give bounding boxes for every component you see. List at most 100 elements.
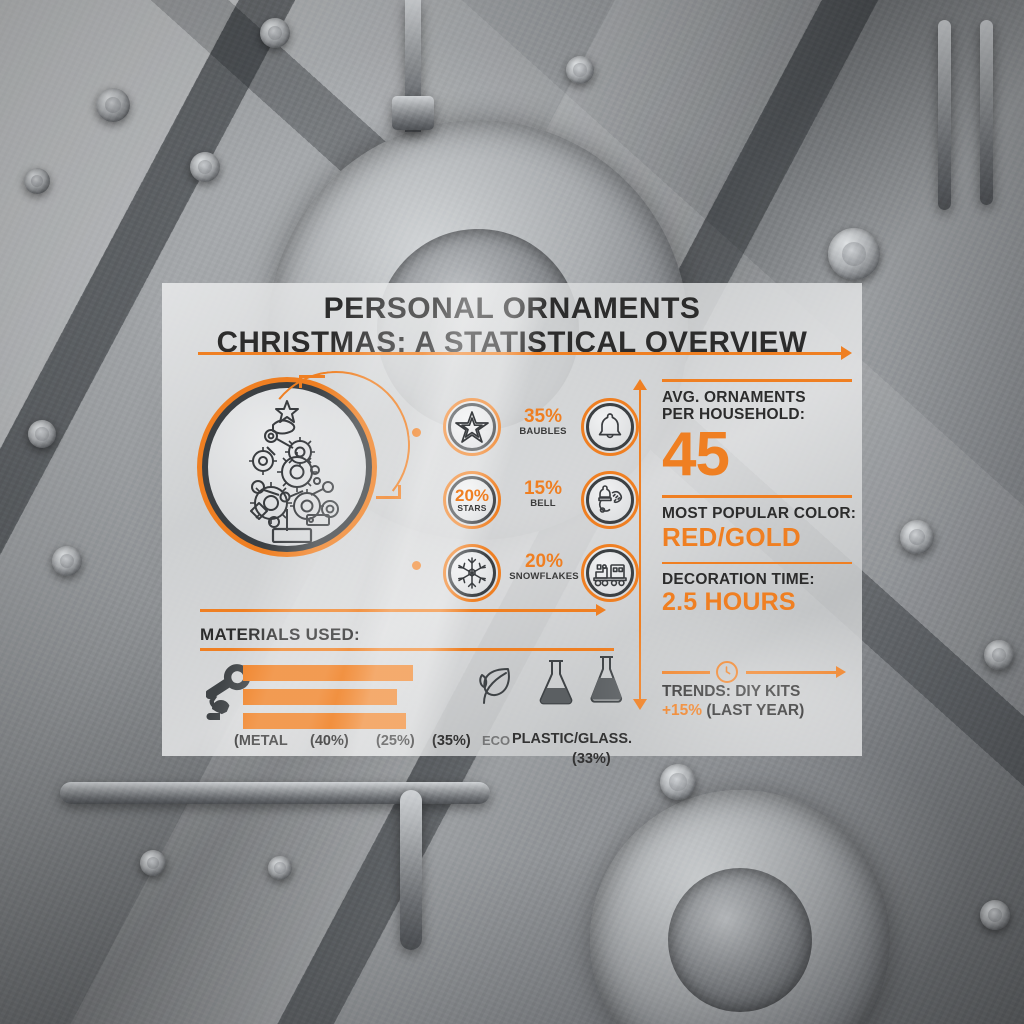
vertical-rod-right-2 xyxy=(980,20,993,205)
badge-stars-percent[interactable]: 20% STARS xyxy=(443,471,501,529)
materials-heading: MATERIALS USED: xyxy=(200,625,361,644)
arc-tick-top-icon xyxy=(299,375,302,388)
materials-top-arrow-rule xyxy=(200,609,598,612)
snowflakes-percent: 20% xyxy=(524,551,564,572)
popular-color-label: MOST POPULAR COLOR: xyxy=(662,504,857,522)
bullet-dot xyxy=(412,428,421,437)
divider-arrow-down-icon xyxy=(633,699,647,710)
badge-ring xyxy=(586,403,634,451)
avg-ornaments-value: 45 xyxy=(662,420,730,490)
gear-hub xyxy=(668,868,812,1012)
trends-percent: +15% xyxy=(662,701,703,719)
infographic-panel: PERSONAL ORNAMENTS CHRISTMAS: A STATISTI… xyxy=(162,283,862,767)
badge-ring xyxy=(448,549,496,597)
clock-icon xyxy=(716,661,738,683)
stat-divider xyxy=(662,561,852,565)
bolt xyxy=(140,850,166,876)
background-gear-right xyxy=(572,772,908,1024)
flask-icon xyxy=(590,656,623,703)
star-icon xyxy=(455,411,489,443)
snowflake-icon xyxy=(458,557,486,589)
stat-divider xyxy=(662,379,852,382)
bolt xyxy=(96,88,130,122)
shaft-collar xyxy=(392,96,434,130)
stat-divider xyxy=(662,495,852,498)
bar-metal xyxy=(243,665,413,681)
title-line-1: PERSONAL ORNAMENTS xyxy=(323,292,701,325)
leaf-icon xyxy=(479,668,510,704)
badge-ring xyxy=(586,549,634,597)
bolt xyxy=(24,168,50,194)
bolt xyxy=(566,56,594,84)
clock-arrow-head-icon xyxy=(836,666,846,678)
bolt xyxy=(268,856,292,880)
label-plastic-pct: (25%) xyxy=(376,733,415,749)
badge-ring xyxy=(448,403,496,451)
bolt xyxy=(980,900,1010,930)
arc-tick-top-bar-icon xyxy=(299,375,325,378)
title-underline-arrow xyxy=(198,352,843,355)
label-metal-pct: (40%) xyxy=(310,733,349,749)
plastic-glass-pct: (33%) xyxy=(572,751,611,767)
drive-shaft xyxy=(405,0,421,132)
badge-star[interactable] xyxy=(443,398,501,456)
train-icon xyxy=(593,564,627,587)
clock-hands-icon xyxy=(725,666,731,675)
badge-bell[interactable] xyxy=(581,398,639,456)
snowflakes-label: SNOWFLAKES xyxy=(509,570,579,582)
baubles-label: BAUBLES xyxy=(519,425,567,437)
gear-teeth xyxy=(572,772,908,1024)
clock-rule-left xyxy=(662,671,710,674)
badge-ring xyxy=(586,476,634,524)
emblem-inner-ring xyxy=(202,382,372,552)
bell-percent: 15% xyxy=(523,478,563,499)
bolt xyxy=(190,152,220,182)
materials-arrow-head-icon xyxy=(596,604,606,616)
materials-underline xyxy=(200,648,614,651)
stars-stat: 20% STARS xyxy=(455,487,489,513)
label-glass-pct: (35%) xyxy=(432,733,471,749)
gear-christmas-tree-icon xyxy=(249,400,339,543)
stat-baubles: 35% BAUBLES xyxy=(507,407,579,437)
bolt xyxy=(828,228,880,280)
label-metal: (METAL xyxy=(234,733,288,749)
bolt xyxy=(900,520,934,554)
trends-label: TRENDS: DIY KITS xyxy=(662,683,801,700)
plastic-glass-label: PLASTIC/GLASS. xyxy=(512,731,633,747)
bolt xyxy=(984,640,1014,670)
stars-percent: 20% xyxy=(454,486,490,505)
vertical-rod-right xyxy=(938,20,951,210)
bolt xyxy=(28,420,56,448)
decoration-time-label: DECORATION TIME: xyxy=(662,571,815,589)
bell-icon xyxy=(598,413,622,439)
trends-change: +15% (LAST YEAR) xyxy=(662,702,862,721)
bar-glass xyxy=(243,713,406,729)
arc-tick-right-bar-icon xyxy=(376,496,400,499)
stat-bell: 15% BELL xyxy=(507,479,579,509)
stats-column: AVG. ORNAMENTS PER HOUSEHOLD: 45 MOST PO… xyxy=(662,379,862,616)
bar-plastic xyxy=(243,689,397,705)
badge-train[interactable] xyxy=(581,544,639,602)
stars-label: STARS xyxy=(457,503,487,514)
pipe-elbow xyxy=(400,790,422,950)
title-arrow-head-icon xyxy=(841,346,852,360)
stat-snowflakes: 20% SNOWFLAKES xyxy=(499,552,589,582)
wrench-icon xyxy=(206,664,251,720)
vertical-divider xyxy=(638,389,642,699)
badge-snowflake[interactable] xyxy=(443,544,501,602)
avg-ornaments-label-line1: AVG. ORNAMENTS xyxy=(662,388,806,406)
avg-ornaments-label-line2: PER HOUSEHOLD: xyxy=(662,406,806,424)
clock-rule-right xyxy=(746,671,838,674)
horizontal-pipe xyxy=(60,782,490,804)
arc-tick-right-icon xyxy=(398,485,401,499)
decoration-time-value: 2.5 HOURS xyxy=(662,588,796,617)
popular-color-value: RED/GOLD xyxy=(662,521,801,552)
trends-block: TRENDS: DIY KITS +15% (LAST YEAR) xyxy=(662,683,862,720)
bell-label: BELL xyxy=(530,497,556,509)
title-line-2: CHRISTMAS: A STATISTICAL OVERVIEW xyxy=(216,326,808,360)
badge-garland[interactable] xyxy=(581,471,639,529)
bolt xyxy=(260,18,290,48)
page-title: PERSONAL ORNAMENTS CHRISTMAS: A STATISTI… xyxy=(162,291,862,361)
bolt xyxy=(660,764,696,800)
flask-icon xyxy=(539,660,573,705)
